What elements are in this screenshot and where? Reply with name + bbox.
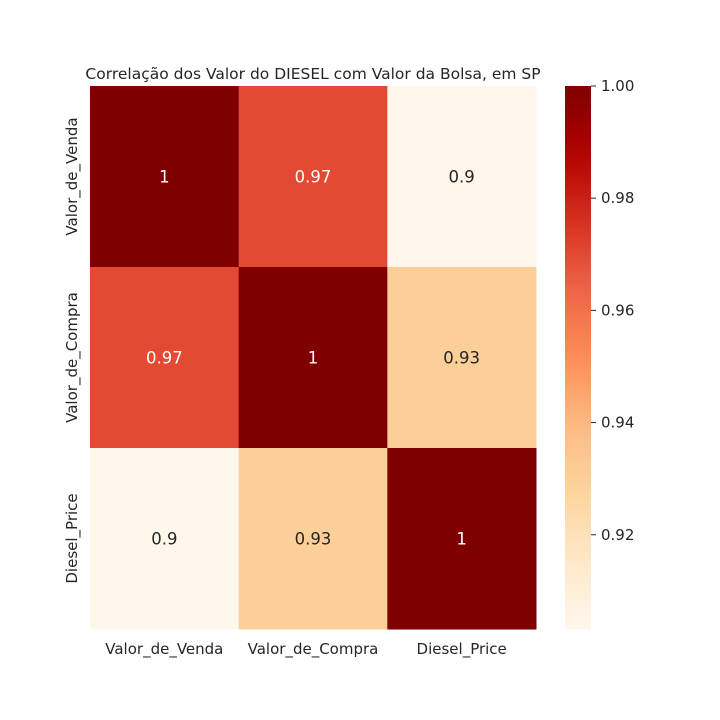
colorbar-tick-label: 0.94 xyxy=(601,414,634,432)
cell-label: 0.9 xyxy=(151,530,177,549)
x-axis-ticks: Valor_de_Venda Valor_de_Compra Diesel_Pric… xyxy=(105,640,507,659)
chart-title: Correlação dos Valor do DIESEL com Valor… xyxy=(85,65,540,83)
cell-label: 0.97 xyxy=(146,349,183,368)
y-axis-ticks: Valor_de_Venda Valor_de_Compra Diesel_Pric… xyxy=(63,117,82,583)
heatmap-cell xyxy=(387,86,537,268)
heatmap-cell xyxy=(90,267,240,449)
cell-label: 1 xyxy=(456,530,467,549)
cell-label: 0.93 xyxy=(443,349,480,368)
cell-label: 1 xyxy=(308,349,319,368)
x-tick-label: Diesel_Price xyxy=(417,640,507,659)
y-tick-label: Valor_de_Compra xyxy=(63,292,82,423)
heatmap-cell xyxy=(90,86,240,268)
x-tick-label: Valor_de_Venda xyxy=(105,640,223,659)
colorbar-tick-label: 0.92 xyxy=(601,526,634,544)
heatmap-cells: 1 0.97 0.9 0.97 1 0.93 0.9 0.93 1 xyxy=(90,86,537,630)
colorbar-tick-label: 0.96 xyxy=(601,301,634,319)
y-tick-label: Diesel_Price xyxy=(63,493,82,583)
colorbar-tick-label: 0.98 xyxy=(601,189,634,207)
cell-label: 0.97 xyxy=(295,168,332,187)
cell-label: 0.9 xyxy=(449,168,475,187)
cell-label: 0.93 xyxy=(295,530,332,549)
heatmap-cell xyxy=(238,267,388,449)
heatmap-cell xyxy=(238,86,388,268)
heatmap-cell xyxy=(90,448,240,630)
colorbar xyxy=(565,86,591,629)
heatmap-cell xyxy=(387,448,537,630)
heatmap-cell xyxy=(238,448,388,630)
colorbar-ticks: 0.92 0.94 0.96 0.98 1.00 xyxy=(591,77,634,544)
colorbar-tick-label: 1.00 xyxy=(601,77,634,95)
x-tick-label: Valor_de_Compra xyxy=(248,640,379,659)
heatmap-cell xyxy=(387,267,537,449)
y-tick-label: Valor_de_Venda xyxy=(63,117,82,235)
cell-label: 1 xyxy=(159,168,170,187)
